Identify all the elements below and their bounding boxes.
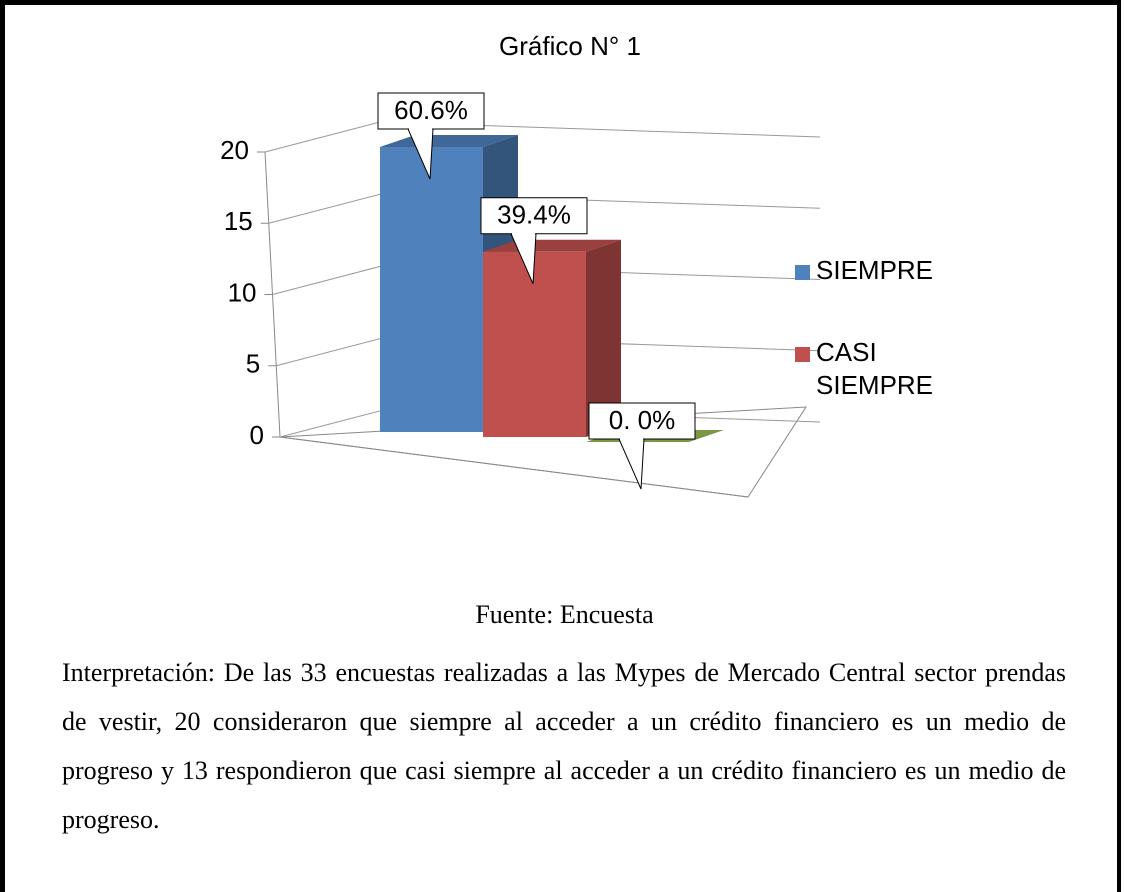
callout xyxy=(480,197,588,235)
y-tick-label: 15 xyxy=(224,206,253,236)
bar xyxy=(483,251,586,437)
legend-swatch xyxy=(795,347,810,362)
chart-title: Gráfico N° 1 xyxy=(499,31,641,61)
callout xyxy=(377,92,485,130)
source: Fuente: Encuesta xyxy=(475,600,654,629)
bar-side xyxy=(586,239,621,437)
y-tick-label: 10 xyxy=(228,277,257,307)
callout-pointer xyxy=(618,438,645,490)
data-label: 39.4% xyxy=(497,200,571,230)
grid-line xyxy=(264,121,821,153)
bar xyxy=(380,147,483,432)
y-tick-label: 0 xyxy=(250,420,264,450)
legend-label: SIEMPRE xyxy=(816,255,933,285)
callout xyxy=(588,402,696,440)
legend-label: CASI SIEMPRE xyxy=(816,337,933,400)
y-tick-label: 5 xyxy=(246,349,260,379)
data-label: 0. 0% xyxy=(609,405,676,435)
interpretation: Interpretación: De las 33 encuestas real… xyxy=(62,658,1066,834)
y-tick-label: 20 xyxy=(220,135,249,165)
legend-swatch xyxy=(795,265,810,280)
data-label: 60.6% xyxy=(394,95,468,125)
floor-edge xyxy=(279,436,749,498)
